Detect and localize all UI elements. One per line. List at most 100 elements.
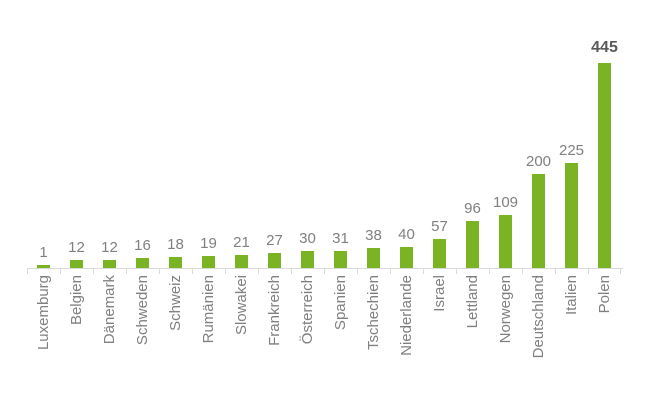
category-label-cell: Israel xyxy=(423,275,456,312)
category-label-cell: Polen xyxy=(588,275,621,313)
bar xyxy=(103,260,116,268)
bar xyxy=(37,265,50,268)
category-label: Israel xyxy=(430,275,448,312)
category-label: Slowakei xyxy=(232,275,250,336)
category-label: Österreich xyxy=(298,275,316,345)
bar-value-label: 1 xyxy=(39,243,48,261)
axis-tick xyxy=(258,269,291,274)
axis-tick xyxy=(489,269,522,274)
axis-tick xyxy=(588,269,621,274)
bar-value-label: 12 xyxy=(68,238,85,256)
category-label-cell: Österreich xyxy=(291,275,324,344)
bar-column: 445 xyxy=(588,39,621,268)
bar-value-label: 27 xyxy=(266,231,283,249)
x-axis-line xyxy=(27,268,623,269)
category-label-cell: Belgien xyxy=(60,275,93,325)
axis-ticks xyxy=(27,269,621,274)
axis-tick xyxy=(390,269,423,274)
category-label: Rumänien xyxy=(199,275,217,344)
category-label: Niederlande xyxy=(397,275,415,356)
bar xyxy=(367,248,380,268)
bar-value-label: 57 xyxy=(431,217,448,235)
bar-value-label: 225 xyxy=(558,141,585,159)
bar xyxy=(301,251,314,268)
category-label-cell: Spanien xyxy=(324,275,357,330)
bar xyxy=(334,251,347,268)
bar xyxy=(565,163,578,268)
bar-column: 1 xyxy=(27,244,60,268)
category-label: Schweden xyxy=(133,275,151,346)
axis-tick xyxy=(27,269,60,274)
bar xyxy=(433,239,446,268)
bar-value-label: 40 xyxy=(398,225,415,243)
bar-value-label: 445 xyxy=(591,38,618,56)
category-label-cell: Luxemburg xyxy=(27,275,60,350)
axis-tick xyxy=(126,269,159,274)
category-label: Frankreich xyxy=(265,275,283,346)
axis-tick xyxy=(159,269,192,274)
category-label: Polen xyxy=(595,275,613,314)
category-label: Tschechien xyxy=(364,275,382,351)
axis-tick xyxy=(456,269,489,274)
bar-value-label: 16 xyxy=(134,236,151,254)
bar-column: 12 xyxy=(93,239,126,268)
category-label: Deutschland xyxy=(529,275,547,359)
category-label-cell: Slowakei xyxy=(225,275,258,335)
bar-column: 200 xyxy=(522,153,555,268)
bar-column: 27 xyxy=(258,232,291,268)
category-label-cell: Dänemark xyxy=(93,275,126,344)
axis-tick xyxy=(192,269,225,274)
axis-tick xyxy=(225,269,258,274)
bar xyxy=(136,258,149,268)
bar-value-label: 18 xyxy=(167,235,184,253)
bar xyxy=(499,215,512,268)
axis-tick xyxy=(291,269,324,274)
bar-column: 12 xyxy=(60,239,93,268)
bar-value-label: 38 xyxy=(365,226,382,244)
bar-value-label: 109 xyxy=(492,193,519,211)
bar-column: 18 xyxy=(159,236,192,268)
category-label: Spanien xyxy=(331,275,349,331)
bar xyxy=(532,174,545,268)
bar-value-label: 12 xyxy=(101,238,118,256)
bar xyxy=(466,221,479,268)
bar-value-label: 21 xyxy=(233,233,250,251)
category-labels: Luxemburg Belgien Dänemark Schweden Schweiz R… xyxy=(27,275,621,358)
axis-tick xyxy=(324,269,357,274)
axis-tick xyxy=(522,269,555,274)
bar-column: 225 xyxy=(555,142,588,268)
bar-column: 19 xyxy=(192,235,225,268)
category-label-cell: Lettland xyxy=(456,275,489,328)
axis-tick xyxy=(555,269,588,274)
category-label-cell: Schweden xyxy=(126,275,159,345)
bar-value-label: 96 xyxy=(464,199,481,217)
bar xyxy=(202,256,215,268)
bar-column: 57 xyxy=(423,218,456,268)
category-label: Schweiz xyxy=(166,275,184,331)
category-label-cell: Niederlande xyxy=(390,275,423,356)
category-label: Norwegen xyxy=(496,275,514,344)
axis-tick xyxy=(423,269,456,274)
axis-tick xyxy=(357,269,390,274)
bar-value-label: 200 xyxy=(525,152,552,170)
bar-column: 40 xyxy=(390,226,423,268)
category-label-cell: Norwegen xyxy=(489,275,522,343)
bar-column: 31 xyxy=(324,230,357,268)
bar xyxy=(169,257,182,268)
category-label-cell: Italien xyxy=(555,275,588,315)
bar-column: 30 xyxy=(291,230,324,268)
bar xyxy=(400,247,413,268)
bar xyxy=(268,253,281,268)
axis-tick xyxy=(60,269,93,274)
bar-column: 21 xyxy=(225,234,258,268)
bar xyxy=(235,255,248,268)
bar-value-label: 31 xyxy=(332,229,349,247)
category-label-cell: Schweiz xyxy=(159,275,192,331)
bar xyxy=(598,63,611,268)
axis-tick xyxy=(93,269,126,274)
plot-area: 1 12 12 16 18 19 21 27 30 31 38 40 57 96 109 200 225 445 xyxy=(27,0,621,268)
category-label-cell: Frankreich xyxy=(258,275,291,346)
bar-column: 109 xyxy=(489,194,522,268)
category-label: Lettland xyxy=(463,275,481,329)
